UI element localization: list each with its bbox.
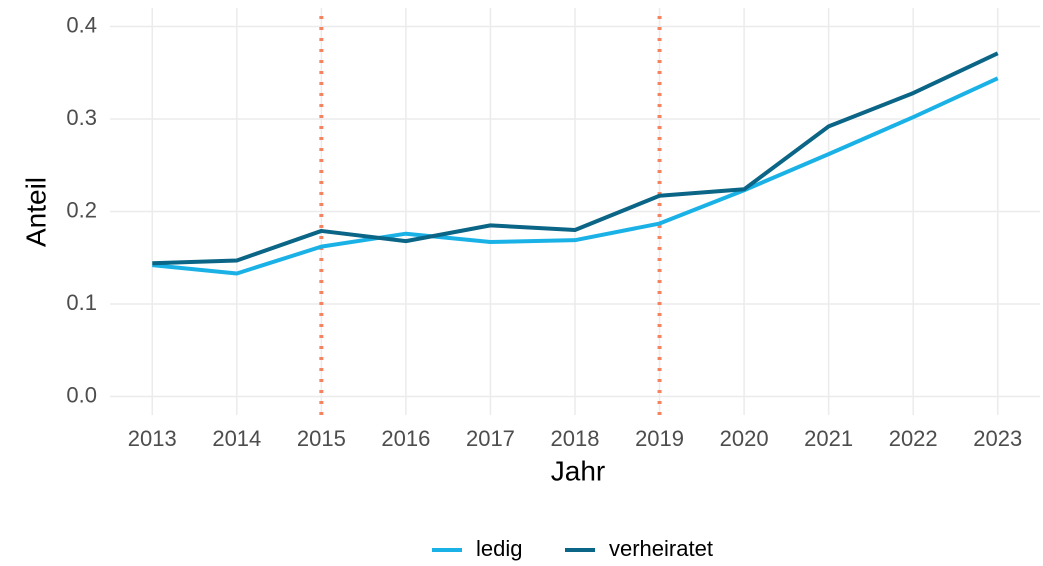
y-axis-label: Anteil [20, 177, 51, 247]
y-tick-label: 0.0 [66, 382, 97, 407]
x-tick-label: 2013 [128, 426, 177, 451]
y-tick-label: 0.4 [66, 12, 97, 37]
x-tick-label: 2016 [381, 426, 430, 451]
x-tick-label: 2023 [973, 426, 1022, 451]
x-tick-label: 2022 [889, 426, 938, 451]
x-tick-label: 2014 [212, 426, 261, 451]
x-tick-label: 2019 [635, 426, 684, 451]
y-tick-label: 0.3 [66, 105, 97, 130]
legend-label: verheiratet [609, 536, 713, 561]
x-tick-label: 2017 [466, 426, 515, 451]
line [152, 76, 999, 276]
y-tick-label: 0.2 [66, 197, 97, 222]
x-tick-label: 2021 [804, 426, 853, 451]
line [152, 51, 999, 266]
x-tick-label: 2020 [720, 426, 769, 451]
x-tick-label: 2018 [551, 426, 600, 451]
x-tick-label: 2015 [297, 426, 346, 451]
x-axis-label: Jahr [551, 455, 605, 486]
legend-label: ledig [476, 536, 522, 561]
y-tick-label: 0.1 [66, 290, 97, 315]
